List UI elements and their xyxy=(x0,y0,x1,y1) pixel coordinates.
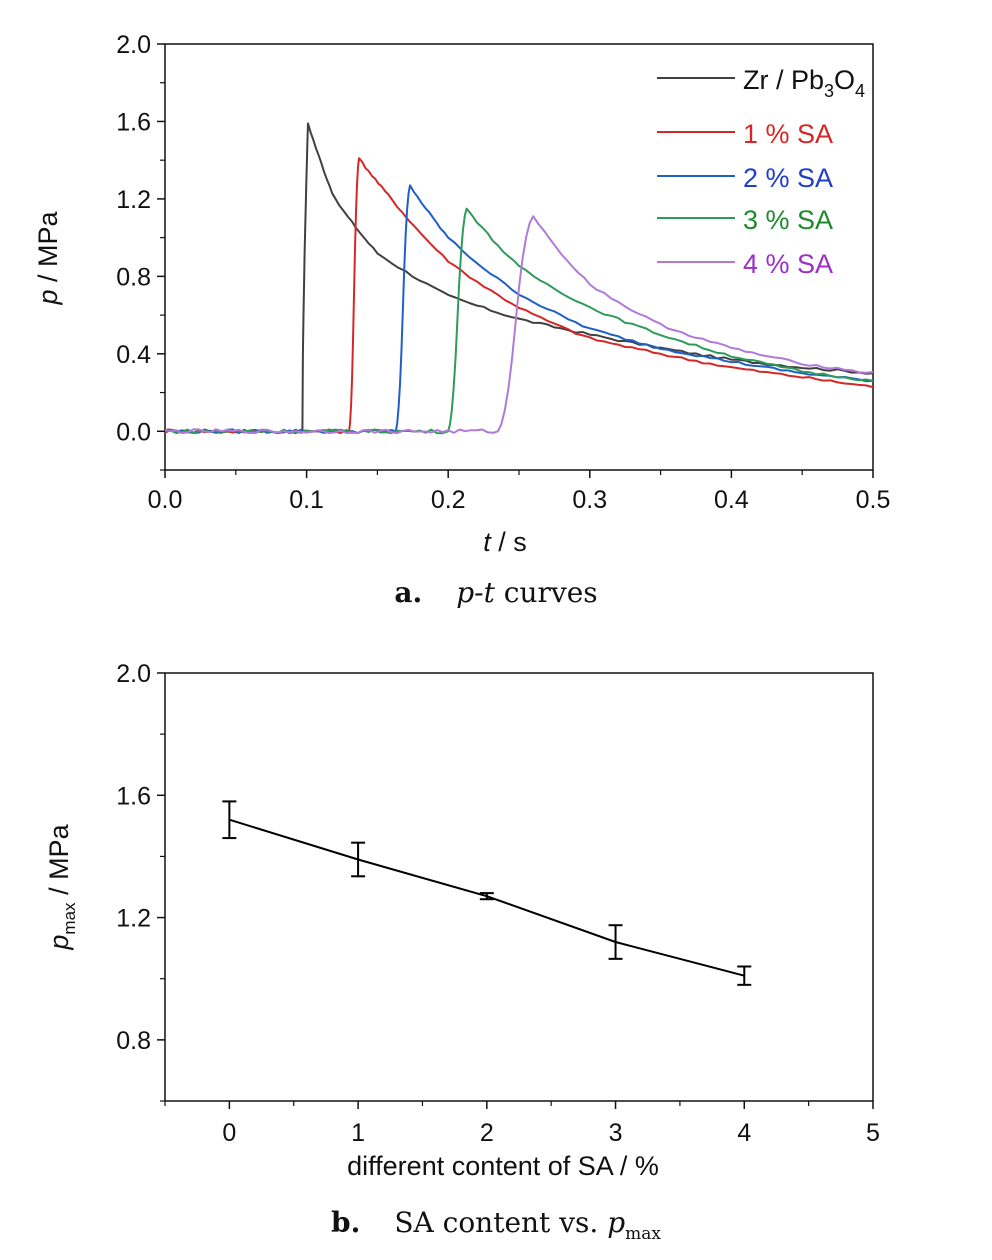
chart-a-x-tick-label: 0.4 xyxy=(714,486,749,514)
chart-a-y-axis-label: p / MPa xyxy=(33,210,63,305)
chart-b: 0 1 2 3 4 5 0.8 1.2 1.6 2.0 pmax / MPa different … xyxy=(44,660,880,1244)
chart-a-x-tick-label: 0.0 xyxy=(148,486,183,514)
legend-label-2sa: 2 % SA xyxy=(743,163,833,193)
chart-a-y-tick-label: 0.8 xyxy=(116,263,151,291)
chart-a-ticks: 0.0 0.1 0.2 0.3 0.4 0.5 0.0 0.4 0.8 1.2 1.6 2.0 xyxy=(116,31,890,514)
chart-a-x-tick-label: 0.1 xyxy=(289,486,324,514)
chart-b-x-tick-label: 5 xyxy=(866,1119,880,1147)
chart-a-x-tick-label: 0.5 xyxy=(856,486,891,514)
chart-b-x-tick-label: 4 xyxy=(737,1119,751,1147)
legend-label-3sa: 3 % SA xyxy=(743,205,833,235)
chart-a-y-tick-label: 2.0 xyxy=(116,31,151,59)
chart-a-series-line xyxy=(164,207,874,435)
chart-b-x-tick-label: 1 xyxy=(351,1119,365,1147)
chart-a-legend: Zr / Pb3O4 1 % SA 2 % SA 3 % SA 4 % SA xyxy=(657,65,865,279)
chart-b-ticks: 0 1 2 3 4 5 0.8 1.2 1.6 2.0 xyxy=(116,660,880,1147)
chart-a-series-layer xyxy=(164,122,874,435)
chart-b-error-bar xyxy=(351,841,366,878)
chart-b-y-tick-label: 0.8 xyxy=(116,1027,151,1055)
legend-label-1sa: 1 % SA xyxy=(743,119,833,149)
chart-b-y-tick-label: 2.0 xyxy=(116,660,151,688)
chart-b-error-bar xyxy=(222,800,237,840)
chart-a-y-tick-label: 1.2 xyxy=(116,186,151,214)
chart-b-error-bar xyxy=(608,924,623,960)
chart-b-error-bar xyxy=(737,965,752,986)
chart-b-x-tick-label: 3 xyxy=(609,1119,623,1147)
chart-b-y-tick-label: 1.6 xyxy=(116,782,151,810)
chart-b-y-axis-label: pmax / MPa xyxy=(44,823,79,950)
chart-b-x-tick-label: 2 xyxy=(480,1119,494,1147)
chart-b-x-tick-label: 0 xyxy=(222,1119,236,1147)
chart-a-caption: a. p-t curves xyxy=(394,576,597,609)
chart-a-y-tick-label: 1.6 xyxy=(116,108,151,136)
chart-a: 0.0 0.1 0.2 0.3 0.4 0.5 0.0 0.4 0.8 1.2 1.6 2.0 p /… xyxy=(33,31,890,609)
chart-a-x-axis-label: t / s xyxy=(483,527,527,557)
chart-a-x-tick-label: 0.2 xyxy=(431,486,466,514)
legend-label-4sa: 4 % SA xyxy=(743,249,833,279)
chart-b-series-layer xyxy=(222,800,752,986)
chart-b-y-tick-label: 1.2 xyxy=(116,905,151,933)
chart-a-y-tick-label: 0.4 xyxy=(116,341,151,369)
chart-b-plot-frame xyxy=(164,672,874,1102)
chart-b-error-bar xyxy=(479,892,494,901)
legend-label-zr: Zr / Pb3O4 xyxy=(743,65,865,101)
chart-b-caption: b. SA content vs. pmax xyxy=(331,1206,661,1244)
chart-b-x-axis-label: different content of SA / % xyxy=(347,1151,659,1181)
chart-a-y-tick-label: 0.0 xyxy=(116,418,151,446)
chart-a-x-tick-label: 0.3 xyxy=(572,486,607,514)
chart-a-series-line xyxy=(164,215,874,435)
